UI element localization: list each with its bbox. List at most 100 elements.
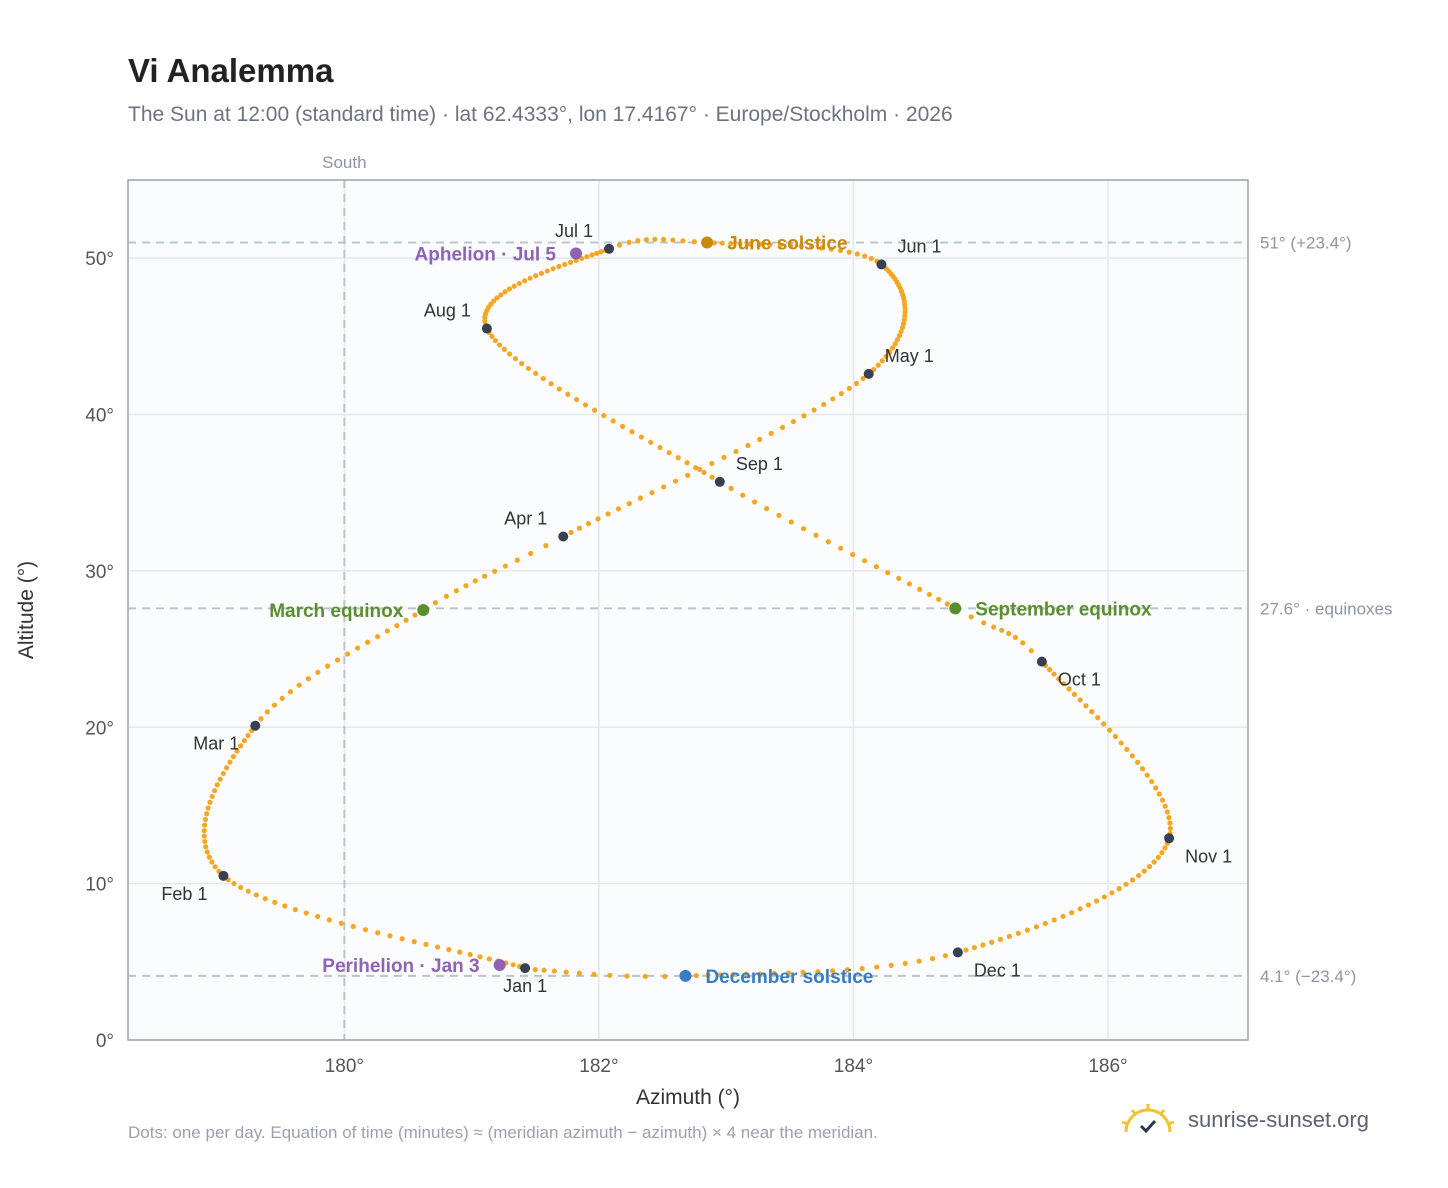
daily-dot [457, 949, 463, 955]
daily-dot [1015, 930, 1021, 936]
month-marker [876, 259, 887, 270]
daily-dot [1159, 797, 1166, 803]
daily-dot [837, 247, 844, 254]
daily-dot [980, 942, 986, 948]
daily-dot [573, 396, 580, 403]
event-label: Aphelion · Jul 5 [415, 244, 557, 265]
daily-dot [245, 888, 251, 894]
daily-dot [779, 424, 786, 431]
daily-dot [892, 341, 898, 347]
daily-dot [1093, 898, 1100, 904]
daily-dot [936, 596, 942, 602]
daily-dot [550, 266, 556, 272]
daily-dot [737, 241, 743, 247]
daily-dot [502, 563, 508, 569]
reference-line-label: 4.1° (−23.4°) [1260, 967, 1356, 986]
daily-dot [968, 614, 974, 620]
daily-dot [303, 910, 309, 916]
month-label: Dec 1 [974, 960, 1021, 980]
daily-dot [365, 639, 371, 645]
event-marker [701, 236, 714, 249]
daily-dot [1134, 759, 1141, 765]
daily-dot [271, 702, 278, 708]
month-marker [218, 870, 229, 881]
daily-dot [492, 337, 499, 344]
daily-dot [1101, 894, 1107, 900]
daily-dot [334, 657, 341, 663]
daily-dot [519, 360, 525, 367]
daily-dot [743, 971, 749, 977]
daily-dot [607, 972, 613, 978]
daily-dot [238, 743, 244, 749]
daily-dot [747, 241, 753, 247]
daily-dot [544, 268, 550, 274]
daily-dot [584, 254, 590, 260]
plot-background [128, 180, 1248, 1040]
daily-dot [502, 289, 508, 295]
daily-dot [344, 651, 351, 657]
daily-dot [1061, 681, 1067, 687]
daily-dot [582, 402, 589, 408]
daily-dot [338, 920, 344, 926]
daily-dot [1046, 667, 1053, 673]
daily-dot [1085, 902, 1092, 908]
month-label: Oct 1 [1058, 670, 1101, 690]
daily-dot [1060, 913, 1066, 919]
daily-dot [963, 947, 969, 953]
daily-dot [1159, 850, 1165, 856]
event-marker [570, 247, 582, 260]
daily-dot [568, 529, 574, 536]
daily-dot [886, 349, 893, 355]
daily-dot [801, 413, 807, 419]
daily-dot [693, 972, 699, 979]
daily-dot [1164, 809, 1170, 815]
daily-dot [482, 573, 488, 579]
daily-dot [875, 362, 881, 368]
daily-dot [494, 295, 500, 301]
daily-dot [885, 570, 891, 576]
daily-dot [730, 971, 736, 978]
daily-dot [287, 689, 294, 695]
daily-dot [1006, 630, 1012, 637]
daily-dot [1012, 634, 1019, 641]
daily-dot [798, 243, 804, 249]
south-label: South [322, 153, 366, 172]
daily-dot [567, 259, 574, 265]
daily-dot [432, 600, 438, 606]
daily-dot [989, 939, 995, 945]
daily-dot [1141, 868, 1147, 874]
daily-dot [862, 558, 868, 564]
daily-dot [709, 474, 715, 480]
daily-dot [374, 633, 381, 640]
daily-dot [492, 568, 498, 574]
daily-dot [846, 385, 852, 392]
axis-ticks: 180° 182° 184° 186° 0° 10° 20° 30° 40° 50° [85, 249, 1127, 1077]
month-marker [863, 368, 874, 379]
daily-dot [234, 748, 240, 754]
daily-dot [693, 465, 699, 471]
daily-dot [626, 500, 632, 507]
chart-subtitle: The Sun at 12:00 (standard time) · lat 6… [128, 103, 953, 126]
daily-dot [854, 251, 860, 257]
month-marker [250, 720, 261, 731]
daily-dot [591, 971, 597, 977]
daily-dot [894, 337, 901, 343]
daily-dot [879, 358, 885, 364]
daily-dot [1129, 753, 1135, 759]
daily-dot [830, 396, 836, 402]
daily-dot [719, 240, 725, 246]
daily-dot [514, 557, 520, 563]
daily-dot [501, 346, 507, 352]
daily-dot [282, 903, 288, 909]
brand[interactable]: sunrise-sunset.org [1120, 1102, 1369, 1138]
daily-dot [463, 583, 469, 589]
daily-dot [828, 246, 834, 252]
daily-dot [230, 754, 237, 760]
daily-dot [1006, 933, 1012, 940]
daily-dot [264, 709, 270, 715]
daily-dot [896, 575, 902, 581]
daily-dot [1118, 740, 1124, 746]
daily-dot [788, 243, 794, 249]
daily-dot [435, 944, 441, 950]
